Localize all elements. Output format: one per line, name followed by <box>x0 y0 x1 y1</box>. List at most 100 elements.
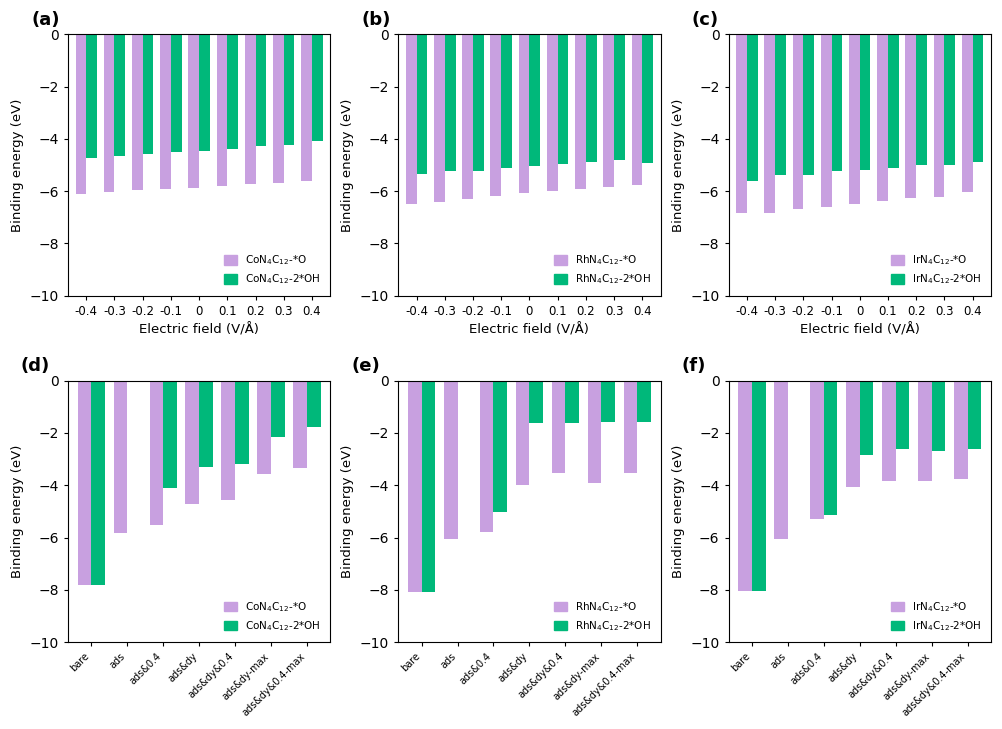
Bar <box>434 34 445 202</box>
Bar <box>256 34 267 146</box>
Bar <box>973 34 983 162</box>
Bar <box>552 381 565 472</box>
Bar <box>493 381 507 512</box>
Bar <box>896 381 909 448</box>
Bar <box>501 34 512 168</box>
Legend: CoN$_4$C$_{12}$-*O, CoN$_4$C$_{12}$-2*OH: CoN$_4$C$_{12}$-*O, CoN$_4$C$_{12}$-2*OH <box>220 596 325 637</box>
Text: (a): (a) <box>31 11 60 29</box>
Bar <box>642 34 653 163</box>
Bar <box>113 381 127 533</box>
Bar <box>216 34 227 186</box>
X-axis label: Electric field (V/Å): Electric field (V/Å) <box>139 323 260 337</box>
Bar <box>227 34 238 149</box>
Bar <box>793 34 804 209</box>
Bar <box>603 34 614 187</box>
Bar <box>199 381 212 467</box>
Bar <box>188 34 199 187</box>
Bar <box>149 381 163 525</box>
Bar <box>775 381 788 539</box>
Bar <box>132 34 142 190</box>
Bar <box>804 34 814 175</box>
Bar <box>271 381 285 437</box>
Y-axis label: Binding energy (eV): Binding energy (eV) <box>671 98 684 232</box>
Bar <box>558 34 568 163</box>
Legend: CoN$_4$C$_{12}$-*O, CoN$_4$C$_{12}$-2*OH: CoN$_4$C$_{12}$-*O, CoN$_4$C$_{12}$-2*OH <box>220 249 325 290</box>
Y-axis label: Binding energy (eV): Binding energy (eV) <box>342 98 355 232</box>
Bar <box>408 381 422 593</box>
Bar <box>565 381 579 423</box>
Bar <box>738 381 752 591</box>
Bar <box>406 34 417 203</box>
Bar <box>473 34 484 171</box>
Bar <box>637 381 651 422</box>
Y-axis label: Binding energy (eV): Binding energy (eV) <box>342 445 355 578</box>
Bar <box>736 34 746 214</box>
Legend: IrN$_4$C$_{12}$-*O, IrN$_4$C$_{12}$-2*OH: IrN$_4$C$_{12}$-*O, IrN$_4$C$_{12}$-2*OH <box>887 596 986 637</box>
Bar <box>529 381 543 423</box>
Bar <box>519 34 529 193</box>
Bar <box>86 34 97 157</box>
X-axis label: Electric field (V/Å): Electric field (V/Å) <box>470 323 589 337</box>
Bar <box>968 381 981 448</box>
Bar <box>185 381 199 504</box>
Bar <box>932 381 945 451</box>
Y-axis label: Binding energy (eV): Binding energy (eV) <box>11 445 24 578</box>
Text: (c): (c) <box>691 11 718 29</box>
Legend: IrN$_4$C$_{12}$-*O, IrN$_4$C$_{12}$-2*OH: IrN$_4$C$_{12}$-*O, IrN$_4$C$_{12}$-2*OH <box>887 249 986 290</box>
Bar <box>918 381 932 481</box>
Bar <box>962 34 973 192</box>
Bar <box>888 34 899 168</box>
Bar <box>163 381 176 488</box>
Bar <box>824 381 838 515</box>
Bar <box>765 34 776 213</box>
Bar <box>529 34 540 166</box>
Bar <box>273 34 284 183</box>
Bar <box>235 381 248 464</box>
Bar <box>160 34 171 189</box>
Bar <box>114 34 125 156</box>
Bar <box>821 34 832 207</box>
Bar <box>199 34 209 151</box>
Bar <box>631 34 642 185</box>
Bar <box>104 34 114 192</box>
Y-axis label: Binding energy (eV): Binding energy (eV) <box>671 445 684 578</box>
Bar <box>294 381 307 468</box>
Bar <box>906 34 916 198</box>
Bar <box>746 34 758 181</box>
Bar <box>575 34 586 189</box>
Bar <box>491 34 501 196</box>
Bar <box>284 34 295 144</box>
Bar <box>480 381 493 531</box>
Legend: RhN$_4$C$_{12}$-*O, RhN$_4$C$_{12}$-2*OH: RhN$_4$C$_{12}$-*O, RhN$_4$C$_{12}$-2*OH <box>550 249 655 290</box>
Text: (f): (f) <box>681 357 705 375</box>
Bar <box>312 34 323 141</box>
Bar <box>221 381 235 499</box>
Bar <box>516 381 529 485</box>
Legend: RhN$_4$C$_{12}$-*O, RhN$_4$C$_{12}$-2*OH: RhN$_4$C$_{12}$-*O, RhN$_4$C$_{12}$-2*OH <box>550 596 655 637</box>
Bar <box>586 34 596 162</box>
Bar <box>916 34 927 165</box>
Bar <box>934 34 944 197</box>
X-axis label: Electric field (V/Å): Electric field (V/Å) <box>800 323 920 337</box>
Bar <box>422 381 435 593</box>
Text: (e): (e) <box>351 357 380 375</box>
Bar <box>462 34 473 200</box>
Bar <box>776 34 786 175</box>
Bar <box>811 381 824 519</box>
Bar <box>944 34 955 165</box>
Bar <box>244 34 256 184</box>
Bar <box>75 34 86 194</box>
Bar <box>445 34 456 171</box>
Text: (d): (d) <box>21 357 50 375</box>
Text: (b): (b) <box>362 11 391 29</box>
Bar <box>302 34 312 181</box>
Y-axis label: Binding energy (eV): Binding energy (eV) <box>11 98 24 232</box>
Bar <box>882 381 896 481</box>
Bar <box>547 34 558 191</box>
Bar <box>832 34 843 171</box>
Bar <box>846 381 860 486</box>
Bar <box>444 381 458 539</box>
Bar <box>91 381 105 585</box>
Bar <box>860 34 871 170</box>
Bar <box>142 34 153 154</box>
